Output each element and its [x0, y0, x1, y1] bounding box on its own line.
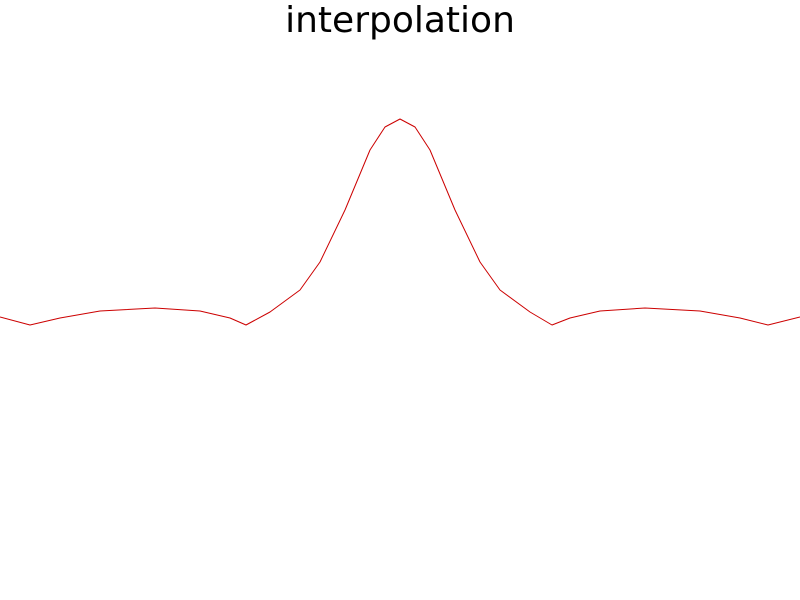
chart-title: interpolation [285, 0, 515, 41]
line [0, 118, 800, 326]
